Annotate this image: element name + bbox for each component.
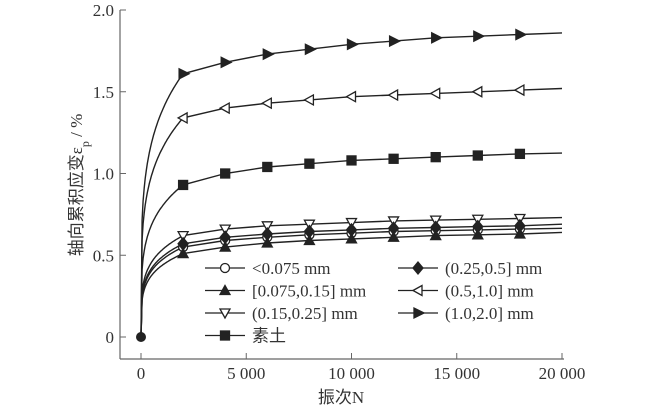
legend-label: (1.0,2.0] mm	[445, 304, 534, 323]
data-point	[262, 161, 273, 173]
series-line	[140, 227, 563, 338]
data-point	[387, 221, 400, 236]
legend-label: 素土	[252, 327, 286, 346]
x-tick-label: 5 000	[227, 364, 265, 383]
data-point	[346, 155, 357, 166]
data-point	[471, 219, 484, 234]
x-axis-label: 振次N	[318, 388, 364, 407]
data-point	[261, 236, 274, 248]
y-tick-label: 1.0	[93, 165, 114, 184]
y-tick-label: 0	[106, 328, 115, 347]
data-point	[260, 97, 272, 110]
legend-marker	[411, 284, 423, 297]
data-point	[218, 101, 230, 115]
legend-marker	[219, 262, 231, 274]
data-point	[345, 222, 358, 237]
y-tick-label: 2.0	[93, 1, 114, 20]
data-point	[387, 88, 399, 102]
data-point	[303, 224, 316, 239]
data-point	[303, 234, 316, 246]
data-point	[304, 43, 317, 56]
data-point	[262, 48, 275, 61]
origin-point	[136, 332, 146, 342]
data-point	[387, 230, 400, 242]
series-line	[140, 152, 563, 338]
series-line	[140, 223, 563, 338]
data-point	[471, 85, 483, 98]
data-point	[304, 158, 315, 169]
legend-marker	[218, 308, 232, 320]
data-point	[429, 220, 442, 235]
data-point	[430, 151, 441, 163]
x-tick-label: 15 000	[433, 364, 480, 383]
y-axis-label: 轴向累积应变εp / %	[67, 114, 92, 257]
legend: <0.075 mm [0.075,0.15] mm (0.15,0.25] mm 素土…	[205, 259, 542, 346]
y-tick-label: 1.5	[93, 83, 114, 102]
data-point	[177, 236, 189, 251]
legend-label: (0.15,0.25] mm	[252, 304, 358, 323]
data-point	[514, 218, 526, 233]
x-tick-label: 20 000	[539, 364, 586, 383]
data-point	[429, 229, 442, 241]
data-point	[219, 230, 232, 245]
data-point	[261, 226, 274, 242]
data-point	[345, 90, 357, 103]
data-point	[473, 30, 486, 43]
data-point	[176, 111, 188, 125]
data-point	[514, 148, 526, 160]
series-3	[140, 148, 563, 338]
legend-label: (0.25,0.5] mm	[445, 259, 542, 278]
legend-marker	[219, 330, 231, 341]
data-point	[345, 232, 358, 244]
data-point	[472, 150, 483, 161]
series-4	[140, 218, 563, 338]
data-point	[471, 228, 484, 240]
legend-label: [0.075,0.15] mm	[252, 282, 366, 301]
data-point	[177, 179, 189, 191]
data-point	[388, 35, 402, 48]
data-point	[431, 31, 444, 44]
data-point	[513, 84, 525, 97]
series-5	[140, 84, 563, 338]
legend-label: (0.5,1.0] mm	[445, 282, 534, 301]
series-1	[140, 227, 563, 338]
data-point	[515, 28, 528, 41]
data-point	[220, 168, 231, 179]
series-line	[140, 216, 563, 338]
legend-label: <0.075 mm	[252, 259, 331, 278]
series-6	[140, 28, 563, 338]
data-point	[176, 247, 190, 259]
series-line	[140, 231, 563, 338]
series-line	[140, 87, 563, 338]
data-point	[261, 221, 274, 233]
x-tick-label: 0	[137, 364, 146, 383]
legend-marker	[218, 284, 232, 296]
x-tick-label: 10 000	[328, 364, 375, 383]
data-point	[346, 38, 359, 51]
data-point	[513, 227, 527, 239]
legend-marker	[412, 260, 424, 276]
data-point	[220, 56, 233, 69]
data-point	[178, 67, 191, 80]
data-point	[219, 224, 232, 236]
data-point	[176, 230, 190, 242]
data-point	[388, 153, 399, 164]
series-line	[140, 32, 563, 338]
y-tick-label: 0.5	[93, 246, 114, 265]
data-point	[303, 93, 315, 107]
data-point	[429, 87, 441, 100]
data-point	[219, 240, 232, 252]
legend-marker	[413, 306, 426, 320]
